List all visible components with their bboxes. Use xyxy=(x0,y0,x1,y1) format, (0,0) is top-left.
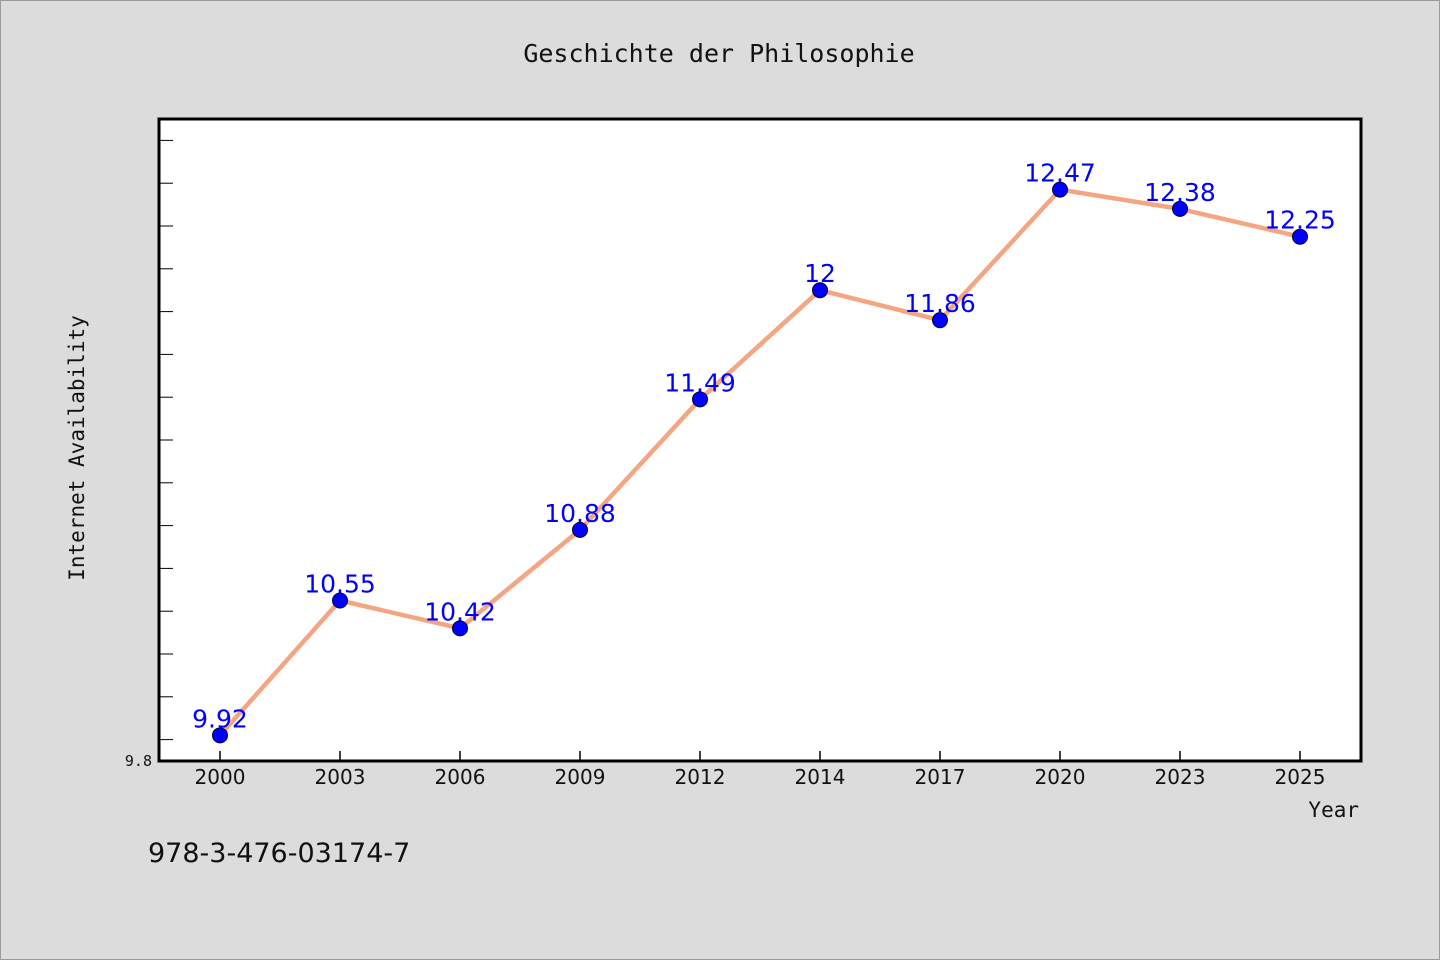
y-axis-ticks xyxy=(159,139,173,741)
x-tick-label: 2009 xyxy=(555,765,606,789)
data-point xyxy=(1292,228,1308,245)
data-point xyxy=(332,592,348,609)
x-tick-labels: 2000 2003 2006 2009 2012 2014 2017 2020 2023 2025 xyxy=(195,765,1326,789)
y-axis-label: Internet Availability xyxy=(65,315,89,581)
isbn-text: 978-3-476-03174-7 xyxy=(148,838,410,869)
x-tick-label: 2012 xyxy=(675,765,726,789)
data-label: 12.38 xyxy=(1144,178,1216,207)
data-point xyxy=(212,727,228,744)
x-tick-label: 2020 xyxy=(1035,765,1086,789)
data-point xyxy=(932,312,948,329)
data-label: 11.86 xyxy=(904,289,976,318)
data-point xyxy=(1052,181,1068,198)
data-point xyxy=(572,521,588,538)
data-point xyxy=(452,620,468,637)
data-point xyxy=(1172,200,1188,217)
series-line xyxy=(217,187,1303,738)
series-markers xyxy=(212,181,1308,744)
y-tick-label: 9.8 xyxy=(125,752,152,770)
plot-area xyxy=(157,117,1363,763)
x-axis-label: Year xyxy=(1308,798,1359,822)
x-axis-ticks xyxy=(219,751,1301,761)
data-label: 11.49 xyxy=(664,368,736,397)
x-tick-label: 2023 xyxy=(1155,765,1206,789)
data-label: 10.88 xyxy=(544,499,616,528)
data-point xyxy=(692,391,708,408)
data-label: 9.92 xyxy=(192,704,248,733)
chart-title: Geschichte der Philosophie xyxy=(523,39,914,68)
x-tick-label: 2000 xyxy=(195,765,246,789)
x-tick-label: 2014 xyxy=(795,765,846,789)
x-tick-label: 2003 xyxy=(315,765,366,789)
data-label: 10.42 xyxy=(424,597,496,626)
data-label: 12.47 xyxy=(1024,159,1096,188)
data-label: 10.55 xyxy=(304,570,376,599)
data-label: 12.25 xyxy=(1264,206,1336,235)
data-labels: 9.92 10.55 10.42 10.88 11.49 12 11.86 12.47 12.3… xyxy=(192,159,1336,734)
x-tick-label: 2006 xyxy=(435,765,486,789)
data-label: 12 xyxy=(804,259,836,288)
data-point xyxy=(812,282,828,299)
x-tick-label: 2025 xyxy=(1275,765,1326,789)
x-tick-label: 2017 xyxy=(915,765,966,789)
